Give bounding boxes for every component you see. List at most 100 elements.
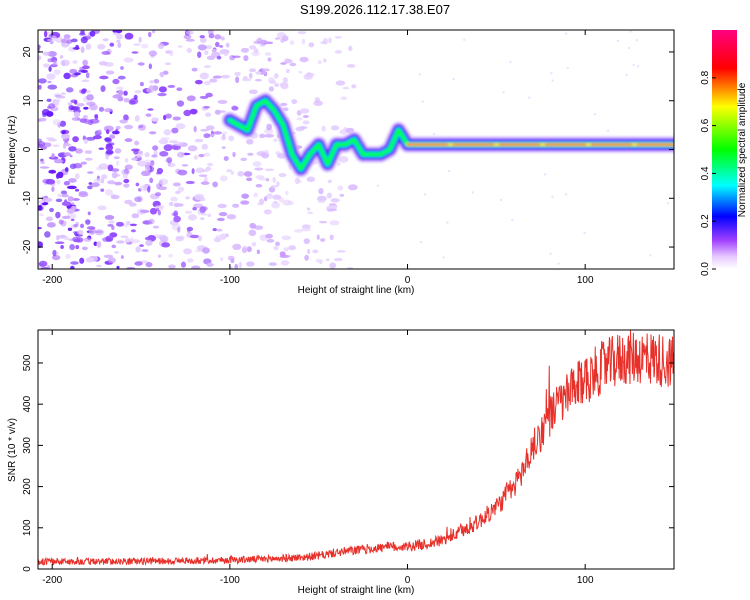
heatmap-cell — [85, 72, 90, 79]
heatmap-cell — [217, 217, 225, 222]
heatmap-cell — [334, 35, 342, 39]
heatmap-cell — [136, 155, 141, 159]
heatmap-cell — [69, 154, 73, 158]
heatmap-cell — [452, 77, 455, 81]
heatmap-cell — [67, 227, 73, 232]
heatmap-cell — [280, 83, 289, 90]
heatmap-cell — [124, 124, 134, 130]
heatmap-cell — [101, 237, 112, 242]
snr-y-ticks: 0 100 200 300 400 500 — [22, 354, 674, 572]
heatmap-cell — [129, 237, 134, 243]
heatmap-cell — [285, 68, 290, 74]
heatmap-cell — [43, 63, 50, 68]
heatmap-cell — [148, 50, 158, 57]
heatmap-cell — [115, 125, 121, 130]
heatmap-cell — [333, 257, 343, 262]
heatmap-cell — [134, 89, 142, 94]
heatmap-cell — [86, 226, 96, 230]
heatmap-cell — [102, 38, 109, 42]
heatmap-cell — [281, 35, 289, 42]
heatmap-cell — [241, 193, 250, 199]
heatmap-cell — [193, 125, 197, 133]
heatmap-cell — [46, 73, 56, 80]
heatmap-cell — [259, 133, 266, 139]
heatmap-cell — [149, 161, 155, 167]
heatmap-cell — [79, 118, 88, 123]
heatmap-cell — [151, 117, 159, 122]
x-tick-label: -200 — [42, 275, 62, 286]
heatmap-cell — [345, 127, 355, 133]
y-tick-label: -20 — [22, 239, 33, 254]
heatmap-cell — [220, 74, 231, 79]
heatmap-cell — [566, 67, 570, 70]
snr-y-label: SNR (10 * v/v) — [7, 418, 18, 482]
heatmap-cell — [85, 219, 91, 225]
heatmap-cell — [168, 201, 174, 207]
heatmap-cell — [194, 79, 203, 85]
heatmap-cell — [98, 106, 105, 112]
heatmap-cell — [104, 215, 115, 220]
heatmap-cell — [226, 169, 233, 173]
heatmap-cell — [301, 226, 311, 232]
heatmap-cell — [38, 200, 45, 204]
heatmap-cell — [294, 228, 304, 233]
heatmap-cell — [185, 30, 194, 35]
heatmap-cell — [632, 63, 635, 67]
heatmap-cell — [74, 173, 80, 180]
heatmap-cell — [52, 249, 57, 257]
heatmap-cell — [116, 86, 124, 90]
heatmap-cell — [152, 225, 160, 229]
heatmap-cell — [141, 249, 149, 252]
heatmap-cell — [198, 153, 205, 158]
heatmap-cell — [276, 181, 280, 187]
heatmap-cell — [103, 254, 114, 259]
heatmap-cell — [301, 38, 306, 45]
heatmap-cell — [421, 100, 424, 103]
heatmap-cell — [72, 136, 79, 143]
heatmap-cell — [44, 231, 51, 238]
heatmap-cell — [71, 117, 81, 122]
heatmap-cell — [151, 154, 158, 158]
heatmap-cell — [264, 168, 275, 172]
x-tick-label: -100 — [220, 575, 240, 586]
heatmap-cell — [243, 55, 249, 62]
heatmap-cell — [313, 100, 323, 107]
heatmap-cell — [432, 132, 436, 136]
heatmap-cell — [104, 137, 111, 142]
heatmap-cell — [172, 116, 181, 121]
heatmap-cell — [185, 196, 191, 200]
heatmap-cell — [199, 206, 206, 214]
heatmap-cell — [226, 214, 237, 220]
heatmap-cell — [185, 38, 195, 42]
heatmap-cell — [229, 266, 234, 269]
heatmap-cell — [334, 50, 343, 54]
heatmap-cell — [281, 235, 292, 241]
heatmap-cell — [213, 237, 222, 243]
heatmap-cell — [160, 137, 170, 141]
heatmap-cell — [40, 160, 45, 165]
heatmap-cell — [59, 54, 64, 59]
heatmap-cell — [191, 168, 195, 175]
heatmap-cell — [67, 143, 72, 148]
heatmap-cell — [42, 112, 47, 118]
heatmap-cell — [66, 185, 77, 190]
heatmap-cell — [204, 50, 209, 56]
heatmap-cell — [198, 174, 208, 177]
heatmap-cell — [219, 175, 228, 182]
heatmap-cell — [285, 59, 293, 64]
heatmap-cell — [61, 215, 71, 220]
heatmap-cell — [114, 250, 120, 254]
heatmap-cell — [234, 71, 241, 76]
heatmap-cell — [72, 236, 81, 242]
heatmap-cell — [67, 196, 74, 202]
heatmap-cell — [45, 111, 54, 117]
heatmap-cell — [70, 261, 79, 265]
heatmap-cell — [321, 125, 326, 132]
heatmap-cell — [171, 127, 179, 134]
heatmap-cell — [194, 138, 204, 143]
heatmap-cell — [163, 144, 173, 152]
heatmap-cell — [43, 30, 48, 38]
y-tick-label: 0 — [22, 146, 33, 152]
heatmap-cell — [328, 37, 332, 44]
heatmap-cell — [237, 170, 245, 177]
